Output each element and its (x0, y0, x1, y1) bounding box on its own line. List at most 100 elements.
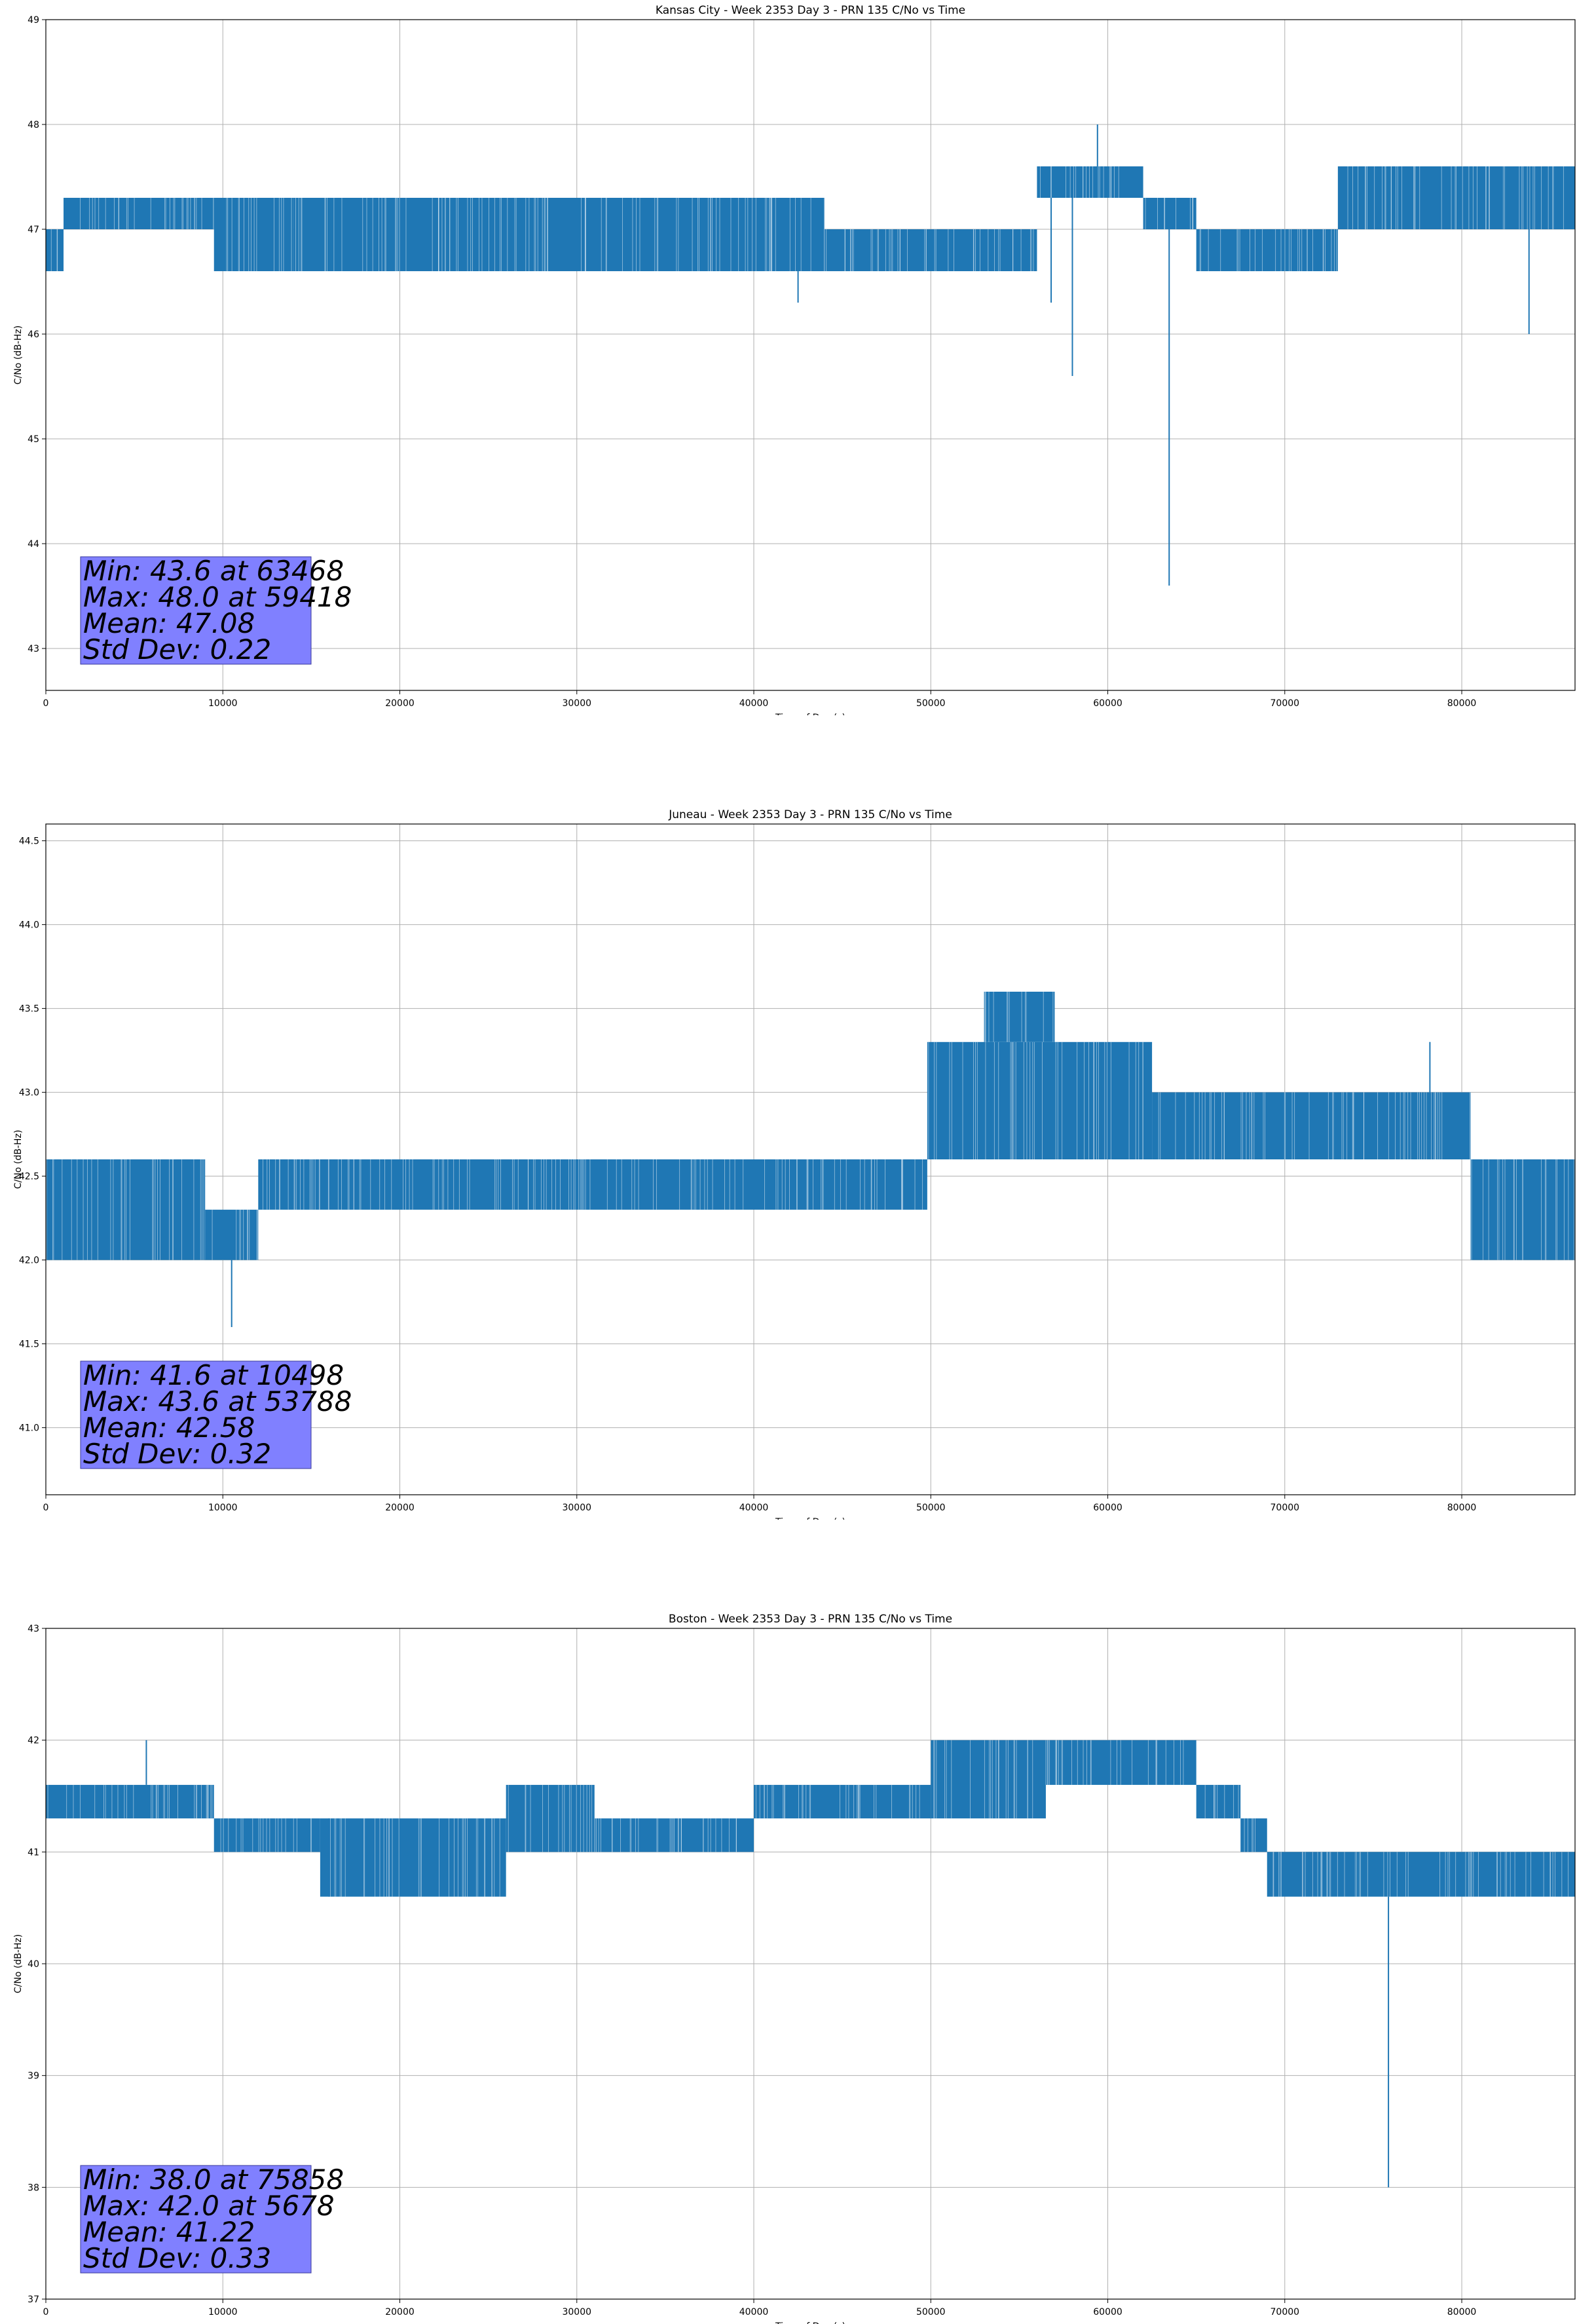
y-tick-label: 43 (28, 644, 39, 654)
x-tick-label: 40000 (739, 698, 769, 709)
y-tick-label: 47 (28, 225, 39, 235)
stats-line: Min: 43.6 at 63468 (83, 555, 344, 587)
chart-title: Kansas City - Week 2353 Day 3 - PRN 135 … (656, 4, 965, 17)
data-band (1196, 1784, 1241, 1819)
data-band (754, 1784, 931, 1819)
y-tick-label: 38 (28, 2183, 39, 2193)
data-series (46, 1740, 1575, 2188)
x-tick-label: 60000 (1093, 698, 1122, 709)
y-tick-label: 42.0 (19, 1256, 39, 1266)
data-band (1152, 1092, 1471, 1159)
chart-title: Juneau - Week 2353 Day 3 - PRN 135 C/No … (668, 808, 952, 821)
x-tick-label: 70000 (1271, 2307, 1300, 2317)
x-axis-label: Time of Day (s) (775, 1517, 845, 1520)
stats-box (80, 1360, 312, 1469)
y-tick-label: 48 (28, 120, 39, 130)
x-tick-label: 40000 (739, 2307, 769, 2317)
y-axis-label: C/No (dB-Hz) (13, 1934, 24, 1993)
plot-frame (45, 19, 1576, 691)
x-tick-label: 0 (43, 1503, 49, 1513)
x-tick-label: 50000 (916, 698, 946, 709)
chart-0: Kansas City - Week 2353 Day 3 - PRN 135 … (13, 4, 1576, 715)
chart-1: Juneau - Week 2353 Day 3 - PRN 135 C/No … (13, 808, 1576, 1520)
x-tick-label: 30000 (562, 698, 591, 709)
stats-box (80, 556, 312, 665)
stats-line: Std Dev: 0.22 (83, 633, 271, 665)
data-band (1267, 1852, 1575, 1897)
data-band (1337, 166, 1575, 229)
y-tick-label: 43.0 (19, 1088, 39, 1098)
y-axis-label: C/No (dB-Hz) (13, 326, 24, 384)
data-band (927, 1041, 1153, 1159)
x-tick-label: 60000 (1093, 1503, 1122, 1513)
data-band (320, 1818, 506, 1897)
data-band (46, 1784, 214, 1819)
x-tick-label: 10000 (208, 1503, 238, 1513)
data-band (1037, 166, 1143, 198)
x-axis-label: Time of Day (s) (775, 713, 845, 715)
data-band (64, 198, 214, 229)
data-band (1240, 1818, 1267, 1852)
x-tick-label: 20000 (385, 2307, 415, 2317)
x-tick-label: 50000 (916, 1503, 946, 1513)
data-band (213, 198, 294, 271)
data-band (46, 229, 64, 271)
x-tick-label: 10000 (208, 698, 238, 709)
x-axis-label: Time of Day (s) (775, 2321, 845, 2324)
x-tick-label: 80000 (1447, 1503, 1477, 1513)
x-tick-label: 60000 (1093, 2307, 1122, 2317)
x-tick-label: 30000 (562, 2307, 591, 2317)
x-tick-label: 10000 (208, 2307, 238, 2317)
stats-line: Min: 41.6 at 10498 (83, 1359, 344, 1391)
y-tick-label: 43.5 (19, 1004, 39, 1015)
y-tick-label: 45 (28, 434, 39, 445)
y-tick-label: 40 (28, 1959, 39, 1970)
data-band (205, 1209, 259, 1260)
x-tick-label: 80000 (1447, 2307, 1477, 2317)
stats-line: Std Dev: 0.32 (83, 1438, 271, 1470)
y-axis-label: C/No (dB-Hz) (13, 1130, 24, 1189)
x-tick-label: 50000 (916, 2307, 946, 2317)
stats-line: Max: 42.0 at 5678 (83, 2190, 335, 2222)
x-tick-label: 0 (43, 2307, 49, 2317)
x-tick-label: 0 (43, 698, 49, 709)
x-tick-label: 70000 (1271, 1503, 1300, 1513)
x-tick-label: 40000 (739, 1503, 769, 1513)
y-tick-label: 42.5 (19, 1172, 39, 1182)
data-band (984, 992, 1055, 1042)
data-band (825, 229, 1037, 271)
stats-box (80, 2165, 312, 2274)
x-tick-label: 30000 (562, 1503, 591, 1513)
chart-title: Boston - Week 2353 Day 3 - PRN 135 C/No … (669, 1613, 952, 1626)
y-tick-label: 44.0 (19, 920, 39, 931)
stats-line: Min: 38.0 at 75858 (83, 2164, 344, 2196)
x-tick-label: 70000 (1271, 698, 1300, 709)
data-band (931, 1740, 1046, 1819)
y-tick-label: 37 (28, 2295, 39, 2305)
data-series (46, 124, 1575, 586)
x-tick-label: 20000 (385, 1503, 415, 1513)
y-tick-label: 46 (28, 329, 39, 340)
data-band (46, 1159, 206, 1260)
x-tick-label: 80000 (1447, 698, 1477, 709)
y-tick-label: 39 (28, 2071, 39, 2082)
data-band (1045, 1740, 1197, 1785)
chart-2: Boston - Week 2353 Day 3 - PRN 135 C/No … (13, 1613, 1576, 2324)
data-band (1196, 229, 1338, 271)
data-band (213, 1818, 320, 1852)
y-tick-label: 49 (28, 15, 39, 26)
stats-line: Max: 43.6 at 53788 (83, 1385, 352, 1417)
y-tick-label: 42 (28, 1736, 39, 1746)
stats-line: Max: 48.0 at 59418 (83, 581, 352, 613)
y-tick-label: 44 (28, 539, 39, 550)
data-band (293, 198, 657, 271)
y-tick-label: 41.0 (19, 1423, 39, 1434)
data-band (656, 198, 825, 271)
y-tick-label: 44.5 (19, 836, 39, 847)
stats-line: Std Dev: 0.33 (83, 2242, 271, 2274)
y-tick-label: 41 (28, 1847, 39, 1858)
data-series (46, 992, 1575, 1327)
data-band (506, 1784, 595, 1852)
x-tick-label: 20000 (385, 698, 415, 709)
stats-line: Mean: 47.08 (83, 607, 255, 639)
